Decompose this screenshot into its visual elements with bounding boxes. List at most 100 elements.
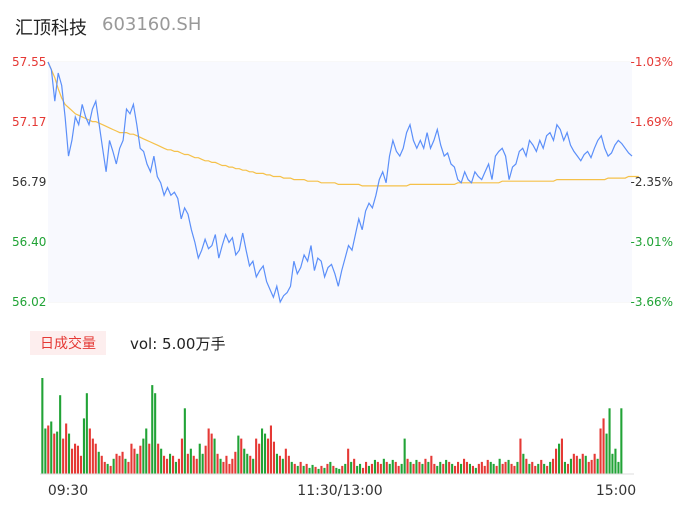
volume-bar xyxy=(219,458,222,474)
volume-bar xyxy=(166,458,169,474)
volume-bar xyxy=(127,461,130,474)
volume-bar xyxy=(65,423,68,474)
volume-bar xyxy=(596,458,599,474)
pct-tick-label: -3.66% xyxy=(631,295,673,309)
volume-bar xyxy=(192,455,195,474)
volume-bar xyxy=(293,463,296,474)
volume-bar xyxy=(555,448,558,474)
volume-bar xyxy=(427,461,430,474)
volume-bar xyxy=(243,448,246,474)
volume-bar xyxy=(267,438,270,474)
volume-bar xyxy=(216,453,219,474)
volume-bar xyxy=(88,428,91,474)
volume-bar xyxy=(430,455,433,474)
volume-bar xyxy=(97,451,100,474)
volume-bar xyxy=(418,461,421,474)
volume-bar xyxy=(198,443,201,474)
volume-bar xyxy=(246,453,249,474)
volume-bar xyxy=(498,458,501,474)
volume-bar xyxy=(474,467,477,474)
volume-bar xyxy=(133,448,136,474)
volume-bar xyxy=(79,455,82,474)
volume-bar xyxy=(59,395,62,474)
volume-bar xyxy=(486,459,489,474)
volume-bar xyxy=(91,438,94,474)
volume-bar xyxy=(483,465,486,474)
volume-bar xyxy=(590,459,593,474)
volume-bar xyxy=(620,408,623,474)
volume-bar xyxy=(507,459,510,474)
volume-bar xyxy=(495,465,498,474)
volume-bar xyxy=(560,438,563,474)
volume-bar xyxy=(201,453,204,474)
volume-bar xyxy=(439,461,442,474)
price-tick-label: 57.17 xyxy=(12,115,46,129)
volume-bar xyxy=(442,463,445,474)
volume-bar xyxy=(204,445,207,474)
volume-bar xyxy=(44,428,47,474)
price-tick-label: 57.55 xyxy=(12,55,46,69)
volume-bar xyxy=(275,453,278,474)
volume-bar xyxy=(522,453,525,474)
volume-bar xyxy=(477,463,480,474)
volume-bar xyxy=(109,465,112,474)
price-area xyxy=(48,62,632,302)
volume-bar xyxy=(614,448,617,474)
volume-bar xyxy=(415,459,418,474)
volume-bar xyxy=(76,445,79,474)
volume-bar xyxy=(323,467,326,474)
volume-bar xyxy=(74,443,77,474)
plot-background xyxy=(48,62,632,302)
volume-tab[interactable]: 日成交量 xyxy=(30,331,106,355)
volume-bar xyxy=(71,448,74,474)
volume-bar xyxy=(608,408,611,474)
volume-bar xyxy=(412,463,415,474)
volume-bar xyxy=(400,463,403,474)
volume-bar xyxy=(169,453,172,474)
volume-bar xyxy=(373,459,376,474)
pct-tick-label: -2.35% xyxy=(631,175,673,189)
volume-bar xyxy=(296,465,299,474)
volume-bars xyxy=(40,378,634,475)
volume-bar xyxy=(572,453,575,474)
volume-bar xyxy=(249,455,252,474)
volume-bar xyxy=(409,461,412,474)
volume-bar xyxy=(471,465,474,474)
volume-bar xyxy=(252,458,255,474)
volume-bar xyxy=(240,438,243,474)
volume-bar xyxy=(237,435,240,474)
volume-bar xyxy=(537,463,540,474)
volume-bar xyxy=(62,438,65,474)
volume-bar xyxy=(177,458,180,474)
volume-bar xyxy=(320,465,323,474)
volume-bar xyxy=(611,453,614,474)
volume-bar xyxy=(605,433,608,474)
volume-bar xyxy=(516,461,519,474)
volume-bar xyxy=(406,458,409,474)
volume-bar xyxy=(350,461,353,474)
volume-bar xyxy=(540,459,543,474)
volume-bar xyxy=(445,459,448,474)
volume-bar xyxy=(121,451,124,474)
volume-bar xyxy=(305,463,308,474)
volume-bar xyxy=(513,465,516,474)
volume-bar xyxy=(278,455,281,474)
volume-bar xyxy=(338,468,341,474)
stock-code: 603160.SH xyxy=(102,14,202,35)
price-tick-label: 56.02 xyxy=(12,295,46,309)
volume-bar xyxy=(264,433,267,474)
volume-bar xyxy=(118,455,121,474)
volume-bar xyxy=(457,461,460,474)
volume-bar xyxy=(41,378,44,474)
volume-bar xyxy=(558,443,561,474)
volume-bar xyxy=(195,458,198,474)
volume-bar xyxy=(563,461,566,474)
volume-bar xyxy=(448,461,451,474)
volume-bar xyxy=(160,448,163,474)
time-axis: 09:30 11:30/13:00 15:00 xyxy=(48,483,636,499)
volume-bar xyxy=(103,461,106,474)
pct-axis: -1.03% -1.69% -2.35% -3.01% -3.66% xyxy=(631,55,673,309)
volume-bar xyxy=(510,463,513,474)
volume-bar xyxy=(234,451,237,474)
